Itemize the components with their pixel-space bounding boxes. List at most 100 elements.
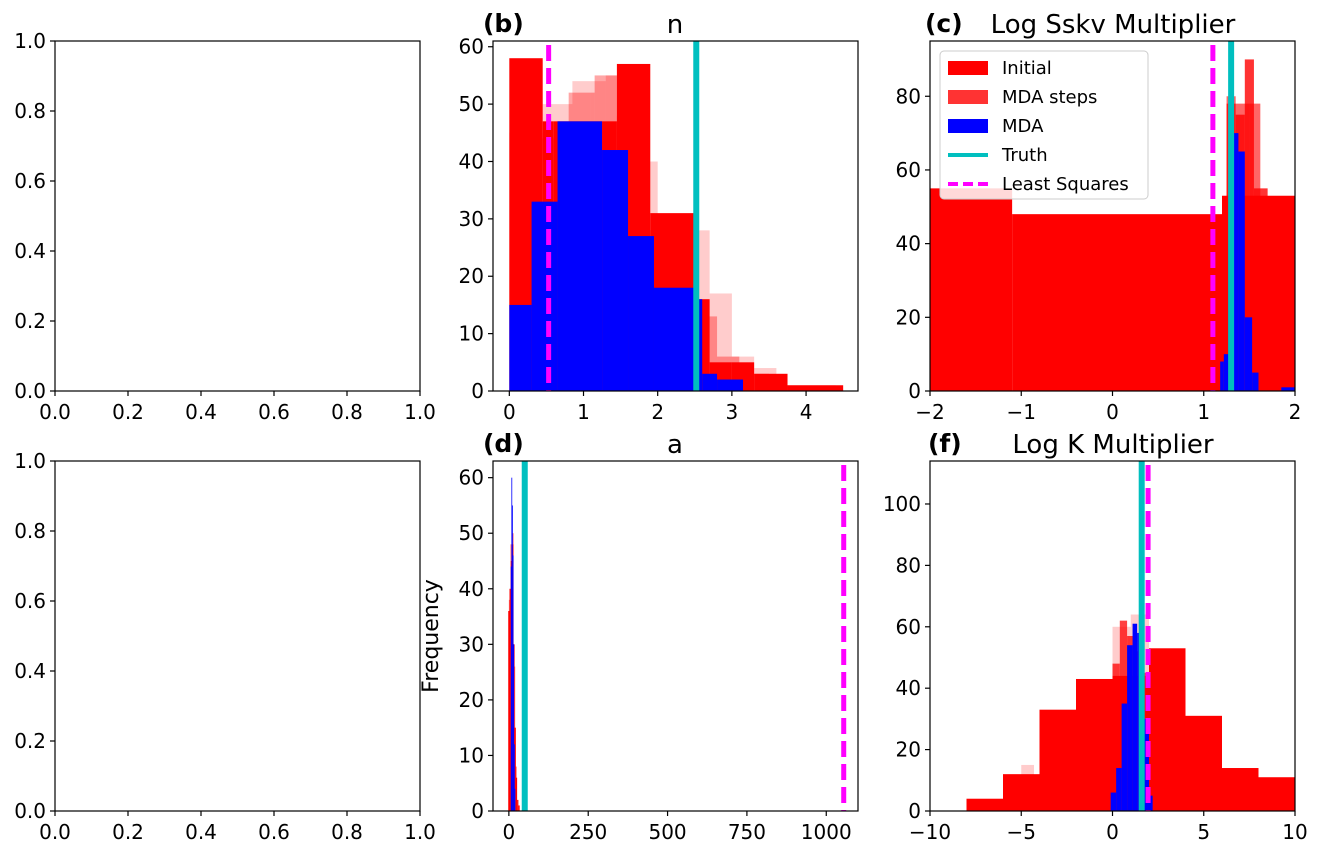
panel-label: (c) [925,9,963,38]
y-tick-label: 80 [896,553,921,577]
y-tick-label: 10 [459,743,484,767]
x-tick-label: 1.0 [404,820,436,844]
x-tick-label: 0.4 [185,820,217,844]
histogram-bar [1116,768,1122,811]
x-tick-label: 0.4 [185,400,217,424]
histogram-bar [702,373,718,391]
x-tick-label: 0.8 [331,820,363,844]
histogram-bar [513,666,516,811]
histogram-bar [517,799,519,811]
histogram-bar [512,555,514,811]
chart-title: n [667,10,683,40]
histogram-bar [787,385,844,391]
histogram-bar [1238,151,1245,391]
y-tick-label: 80 [896,84,921,108]
y-tick-label: 100 [883,492,921,516]
histogram-bar [717,379,744,391]
y-tick-label: 0.8 [14,99,46,123]
histogram-bar [1185,715,1222,811]
histogram-bar [509,304,532,391]
y-tick-label: 50 [459,521,484,545]
legend-entry: MDA [1002,116,1044,137]
legend-swatch [948,119,988,133]
histogram-bar [1149,688,1168,811]
y-tick-label: 20 [896,738,921,762]
histogram-bar [1012,214,1222,391]
legend-frame [939,50,1149,200]
y-tick-label: 30 [459,632,484,656]
histogram-bar [1021,764,1035,811]
histogram-bar [628,236,654,391]
x-tick-label: 0 [503,400,516,424]
x-tick-label: −5 [1007,820,1036,844]
plot-area [930,41,1295,391]
axes-frame [54,40,421,392]
histogram-bar [1267,317,1282,391]
x-tick-label: 750 [728,820,766,844]
histogram-bar [511,477,513,811]
y-tick-label: 20 [896,305,921,329]
legend-swatch [948,90,988,104]
histogram-bar [1222,251,1227,391]
x-tick-label: 5 [1197,820,1210,844]
histogram-bar [776,385,807,391]
y-tick-label: 60 [896,158,921,182]
panel-label: (b) [483,9,524,38]
panel-a: 0.0 0.2 0.4 0.6 0.8 1.0 0.0 0.2 0.4 0.6 0.8 1.0 [14,29,436,424]
x-tick-label: 500 [648,820,686,844]
x-tick-label: −1 [1007,400,1036,424]
legend-entry: Truth [1001,145,1048,166]
x-tick-label: 3 [726,400,739,424]
axes-frame [54,460,421,812]
histogram-bar [709,293,732,391]
x-tick-label: 1 [577,400,590,424]
x-tick-label: 0.2 [112,400,144,424]
histogram-bar [1039,709,1076,811]
axes-frame [492,40,859,392]
y-tick-label: 0 [471,799,484,823]
histogram-bar [1249,103,1261,391]
y-tick-label: 0.2 [14,309,46,333]
legend-swatch [948,61,988,75]
histogram-bar [1220,361,1224,391]
y-tick-label: 0 [908,379,921,403]
x-tick-label: 0 [1106,820,1119,844]
y-tick-label: 0.6 [14,589,46,613]
histogram-bar [1132,623,1138,811]
histogram-bar [513,744,515,811]
y-tick-label: 1.0 [14,449,46,473]
y-axis-label: Frequency [419,579,444,693]
legend: Initial MDA steps MDA Truth Least Squares [939,50,1149,200]
histogram-bar [1076,678,1113,811]
x-tick-label: −2 [915,400,944,424]
histogram-bar [653,287,695,391]
y-tick-label: 40 [896,676,921,700]
legend-entry: MDA steps [1002,87,1097,108]
histogram-bar [1149,648,1186,811]
y-tick-label: 0 [908,799,921,823]
histogram-bar [1258,777,1295,811]
series-mda [510,477,516,811]
histogram-bar [518,805,520,811]
panel-d: 0 250 500 750 1000 0 10 20 30 40 50 60 a (d) Frequency [419,429,859,844]
x-tick-label: 1.0 [404,400,436,424]
x-tick-label: 1 [1197,400,1210,424]
y-tick-label: 30 [459,207,484,231]
histogram-bar [531,201,558,391]
legend-entry: Least Squares [1002,174,1129,195]
y-tick-label: 0.2 [14,729,46,753]
histogram-bar [930,188,1013,391]
histogram-bar [739,373,769,391]
x-tick-label: −10 [909,820,951,844]
histogram-bar [1281,372,1295,391]
histogram-bar [514,788,516,811]
histogram-bar [966,798,1003,811]
y-tick-label: 40 [459,149,484,173]
histogram-bar [1244,317,1253,391]
x-tick-label: 0.2 [112,820,144,844]
histogram-bar [754,368,777,391]
chart-title: Log Sskv Multiplier [991,10,1236,40]
